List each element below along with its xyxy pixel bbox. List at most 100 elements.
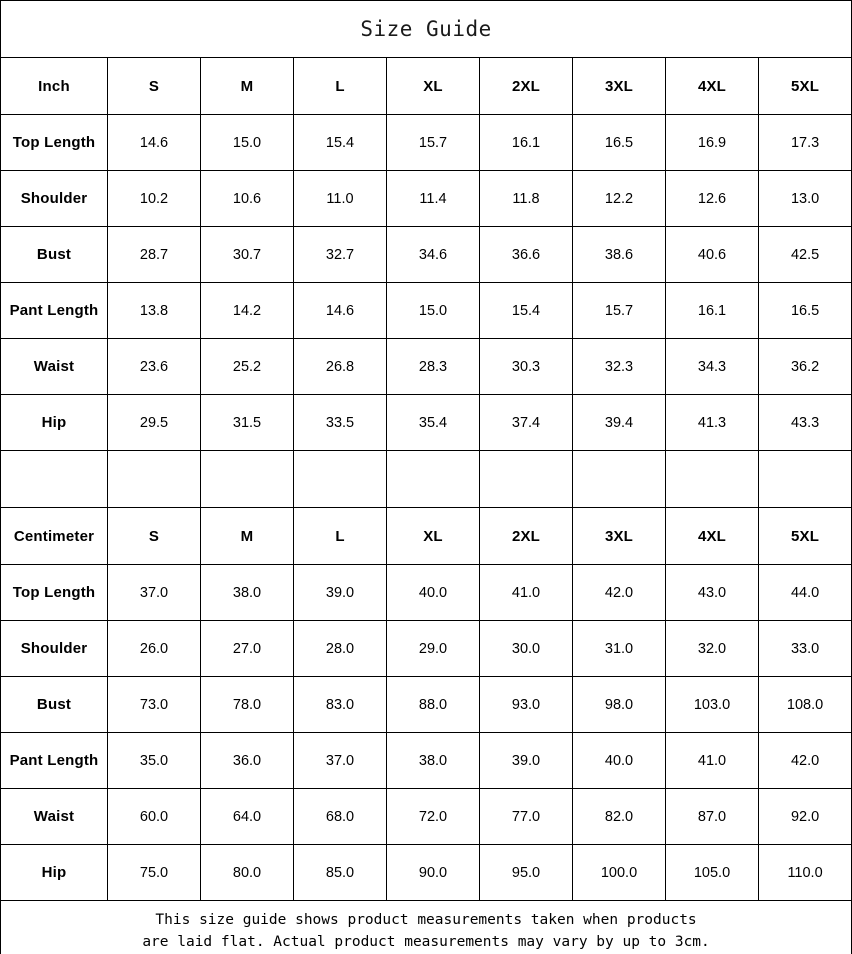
measurement-value: 30.3 <box>479 338 573 395</box>
measurement-value: 72.0 <box>386 788 480 845</box>
measurement-value: 14.2 <box>200 282 294 339</box>
measurement-value: 88.0 <box>386 676 480 733</box>
measurement-value: 40.6 <box>665 226 759 283</box>
size-header-cell: 5XL <box>757 57 852 115</box>
measurement-value: 32.7 <box>293 226 387 283</box>
measurement-value: 42.5 <box>757 226 852 283</box>
table-row: Shoulder 10.2 10.6 11.0 11.4 11.8 12.2 12.6 13.0 <box>0 170 852 227</box>
measurement-value: 60.0 <box>107 788 201 845</box>
measurement-value: 13.8 <box>107 282 201 339</box>
measurement-value: 26.0 <box>107 620 201 677</box>
measurement-value: 85.0 <box>293 844 387 901</box>
table-row: Waist 60.0 64.0 68.0 72.0 77.0 82.0 87.0 92.0 <box>0 788 852 845</box>
measurement-value: 16.5 <box>572 114 666 171</box>
measurement-value: 90.0 <box>386 844 480 901</box>
measurement-value: 11.4 <box>386 170 480 227</box>
table-row: Top Length 37.0 38.0 39.0 40.0 41.0 42.0 43.0 44… <box>0 564 852 621</box>
measurement-value: 92.0 <box>757 788 852 845</box>
measurement-value: 35.0 <box>107 732 201 789</box>
measurement-value: 31.5 <box>200 394 294 451</box>
measurement-value: 29.5 <box>107 394 201 451</box>
size-guide-note: This size guide shows product measuremen… <box>0 900 852 954</box>
measurement-value: 23.6 <box>107 338 201 395</box>
measurement-value: 33.0 <box>757 620 852 677</box>
measurement-value: 105.0 <box>665 844 759 901</box>
size-header-cell: XL <box>386 57 480 115</box>
measurement-label: Bust <box>0 226 108 283</box>
measurement-value: 87.0 <box>665 788 759 845</box>
measurement-value: 80.0 <box>200 844 294 901</box>
note-line-2: are laid flat. Actual product measuremen… <box>142 933 710 950</box>
measurement-value: 32.3 <box>572 338 666 395</box>
title-row: Size Guide <box>0 0 852 58</box>
measurement-value: 64.0 <box>200 788 294 845</box>
measurement-label: Hip <box>0 394 108 451</box>
measurement-value: 27.0 <box>200 620 294 677</box>
footer-row: This size guide shows product measuremen… <box>0 900 852 954</box>
measurement-value: 32.0 <box>665 620 759 677</box>
size-header-cell: M <box>200 57 294 115</box>
spacer-cell <box>757 450 852 508</box>
measurement-value: 78.0 <box>200 676 294 733</box>
size-header-cell: S <box>107 57 201 115</box>
size-header-cell: 3XL <box>572 57 666 115</box>
measurement-label: Pant Length <box>0 282 108 339</box>
measurement-value: 73.0 <box>107 676 201 733</box>
measurement-value: 34.6 <box>386 226 480 283</box>
measurement-value: 15.0 <box>200 114 294 171</box>
measurement-value: 68.0 <box>293 788 387 845</box>
measurement-value: 43.0 <box>665 564 759 621</box>
size-header-cell: 2XL <box>479 507 573 565</box>
measurement-value: 14.6 <box>293 282 387 339</box>
measurement-value: 39.4 <box>572 394 666 451</box>
table-row: Pant Length 35.0 36.0 37.0 38.0 39.0 40.0 41.0 4… <box>0 732 852 789</box>
table-row: Bust 28.7 30.7 32.7 34.6 36.6 38.6 40.6 42.5 <box>0 226 852 283</box>
measurement-value: 15.7 <box>386 114 480 171</box>
measurement-value: 11.0 <box>293 170 387 227</box>
measurement-value: 36.2 <box>757 338 852 395</box>
measurement-value: 34.3 <box>665 338 759 395</box>
measurement-label: Top Length <box>0 114 108 171</box>
measurement-value: 17.3 <box>757 114 852 171</box>
size-header-cell: S <box>107 507 201 565</box>
table-row: Top Length 14.6 15.0 15.4 15.7 16.1 16.5 16.9 17… <box>0 114 852 171</box>
spacer-cell <box>479 450 573 508</box>
measurement-value: 103.0 <box>665 676 759 733</box>
measurement-value: 41.3 <box>665 394 759 451</box>
measurement-value: 82.0 <box>572 788 666 845</box>
measurement-value: 14.6 <box>107 114 201 171</box>
measurement-label: Waist <box>0 788 108 845</box>
size-header-cell: 5XL <box>757 507 852 565</box>
table-row: Bust 73.0 78.0 83.0 88.0 93.0 98.0 103.0 108.0 <box>0 676 852 733</box>
size-header-cell: L <box>293 57 387 115</box>
page-title: Size Guide <box>0 0 852 58</box>
measurement-value: 16.1 <box>479 114 573 171</box>
measurement-value: 10.2 <box>107 170 201 227</box>
measurement-value: 37.0 <box>293 732 387 789</box>
spacer-cell <box>200 450 294 508</box>
measurement-label: Shoulder <box>0 170 108 227</box>
measurement-value: 13.0 <box>757 170 852 227</box>
measurement-value: 10.6 <box>200 170 294 227</box>
measurement-value: 83.0 <box>293 676 387 733</box>
size-header-cell: 4XL <box>665 57 759 115</box>
measurement-value: 41.0 <box>665 732 759 789</box>
measurement-label: Hip <box>0 844 108 901</box>
measurement-value: 31.0 <box>572 620 666 677</box>
measurement-value: 42.0 <box>757 732 852 789</box>
spacer-cell <box>0 450 108 508</box>
measurement-value: 38.6 <box>572 226 666 283</box>
measurement-value: 35.4 <box>386 394 480 451</box>
measurement-value: 37.4 <box>479 394 573 451</box>
measurement-value: 28.7 <box>107 226 201 283</box>
measurement-value: 108.0 <box>757 676 852 733</box>
measurement-value: 28.3 <box>386 338 480 395</box>
measurement-value: 15.4 <box>293 114 387 171</box>
size-header-cell: 3XL <box>572 507 666 565</box>
measurement-value: 41.0 <box>479 564 573 621</box>
measurement-value: 38.0 <box>200 564 294 621</box>
measurement-value: 16.1 <box>665 282 759 339</box>
measurement-value: 28.0 <box>293 620 387 677</box>
